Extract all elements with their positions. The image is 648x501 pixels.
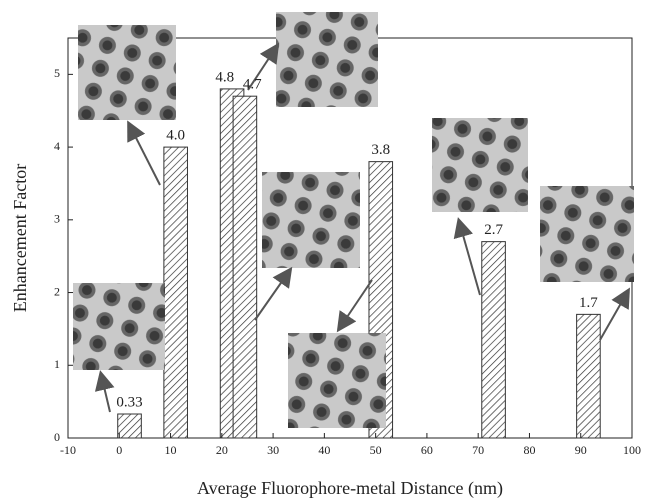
bar xyxy=(232,95,258,439)
value-label: 4.8 xyxy=(215,69,234,85)
x-axis-title: Average Fluorophore-metal Distance (nm) xyxy=(197,478,503,499)
x-tick-label: 100 xyxy=(623,443,641,457)
arrows xyxy=(94,42,630,413)
tem-inset xyxy=(262,172,360,268)
value-label: 1.7 xyxy=(579,295,598,311)
value-label: 3.8 xyxy=(371,142,390,158)
x-tick-label: 90 xyxy=(575,443,587,457)
x-tick-label: 30 xyxy=(267,443,279,457)
bar xyxy=(576,313,601,439)
tem-inset xyxy=(73,283,165,370)
x-tick-label: 0 xyxy=(116,443,122,457)
tem-inset xyxy=(78,25,176,120)
arrow xyxy=(599,287,630,341)
y-tick-label: 3 xyxy=(54,212,60,226)
tem-inset xyxy=(288,333,386,428)
y-tick-label: 0 xyxy=(54,430,60,444)
bar xyxy=(117,413,142,439)
bar xyxy=(481,241,506,439)
y-tick-label: 1 xyxy=(54,357,60,371)
tem-inset xyxy=(432,118,528,212)
tem-inset xyxy=(540,186,634,282)
arrow xyxy=(336,279,373,333)
bar xyxy=(163,146,188,439)
bars xyxy=(117,88,601,439)
x-tick-label: 60 xyxy=(421,443,433,457)
x-tick-label: 10 xyxy=(165,443,177,457)
arrow xyxy=(254,266,293,321)
arrow xyxy=(247,42,280,91)
value-label: 2.7 xyxy=(484,222,503,238)
y-tick-label: 4 xyxy=(54,139,60,153)
value-label: 0.33 xyxy=(116,394,142,410)
arrow xyxy=(127,120,161,186)
x-tick-label: 70 xyxy=(472,443,484,457)
y-tick-label: 2 xyxy=(54,284,60,298)
tem-inset xyxy=(276,12,378,107)
x-tick-label: 50 xyxy=(370,443,382,457)
x-tick-label: 40 xyxy=(318,443,330,457)
value-label: 4.7 xyxy=(243,77,262,93)
insets xyxy=(73,12,634,428)
y-axis-title: Enhancement Factor xyxy=(10,164,30,312)
arrow xyxy=(453,217,481,296)
x-tick-label: 80 xyxy=(523,443,535,457)
value-label: 4.0 xyxy=(166,128,185,144)
y-tick-label: 5 xyxy=(54,66,60,80)
x-tick-label: 20 xyxy=(216,443,228,457)
arrow xyxy=(94,370,115,413)
x-tick-label: -10 xyxy=(60,443,76,457)
